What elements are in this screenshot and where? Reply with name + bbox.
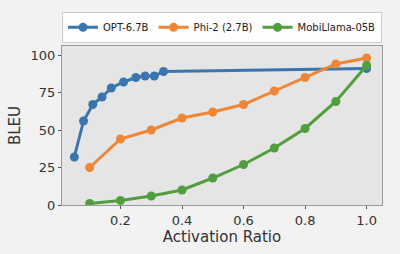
svg-text:MobiLlama-05B: MobiLlama-05B: [298, 22, 376, 33]
svg-text:0: 0: [47, 198, 55, 213]
svg-text:0.2: 0.2: [110, 213, 131, 228]
svg-text:0.8: 0.8: [295, 213, 316, 228]
svg-text:BLEU: BLEU: [6, 106, 24, 145]
svg-text:25: 25: [39, 160, 56, 175]
svg-text:0.6: 0.6: [233, 213, 254, 228]
svg-text:75: 75: [39, 85, 56, 100]
svg-text:0.4: 0.4: [172, 213, 193, 228]
svg-text:OPT-6.7B: OPT-6.7B: [103, 22, 149, 33]
svg-text:Phi-2 (2.7B): Phi-2 (2.7B): [194, 22, 253, 33]
svg-text:50: 50: [39, 123, 56, 138]
svg-text:Activation Ratio: Activation Ratio: [163, 228, 281, 246]
svg-text:100: 100: [31, 48, 56, 63]
svg-text:1.0: 1.0: [356, 213, 377, 228]
